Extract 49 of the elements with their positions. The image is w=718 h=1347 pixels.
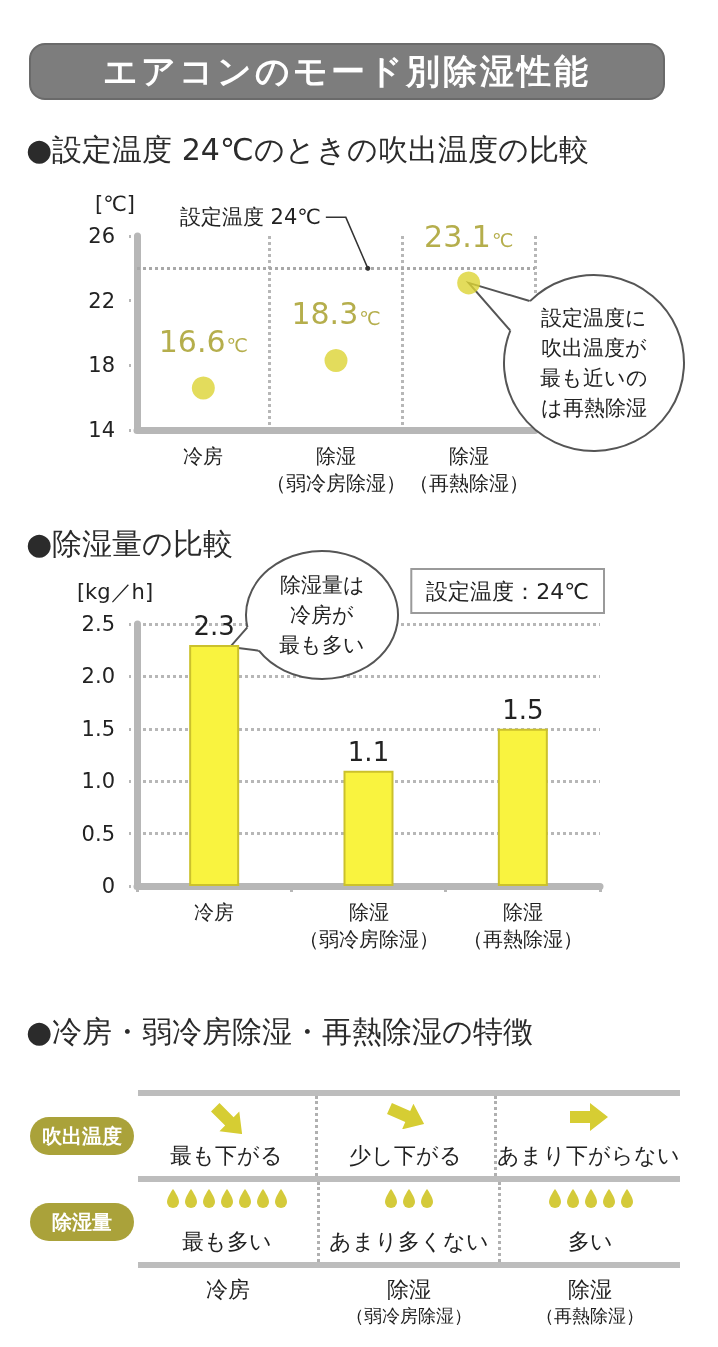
- category-label: 冷房: [205, 1276, 252, 1304]
- x-tick-label: 除湿（弱冷房除湿）: [266, 443, 406, 495]
- chart-title: エアコンのモード別除湿性能: [29, 43, 665, 100]
- x-tick-label: 除湿（再熱除湿）: [408, 443, 529, 495]
- category-label: 除湿量: [52, 1209, 112, 1234]
- bar: [343, 770, 394, 886]
- y-tick-label: 0: [101, 874, 115, 898]
- category-label: 吹出温度: [42, 1123, 122, 1148]
- x-tick-label: 除湿（弱冷房除湿）: [298, 899, 439, 951]
- bar: [497, 728, 548, 886]
- point: [191, 376, 215, 400]
- data-label: 16.6℃: [158, 323, 248, 359]
- point: [457, 271, 481, 295]
- chart-title: ●除湿量の比較: [26, 525, 234, 563]
- y-tick-label: 2.0: [81, 664, 115, 689]
- ref-line-label: 設定温度 24℃: [179, 205, 321, 230]
- y-tick-label: 18: [88, 353, 115, 378]
- x-tick-label: 除湿（再熱除湿）: [462, 899, 583, 951]
- x-tick-label: 冷房: [194, 899, 235, 924]
- x-tick-label: 冷房: [183, 443, 224, 468]
- y-tick-label: 1.5: [81, 716, 115, 741]
- text: 最も多い: [182, 1229, 273, 1254]
- category-label: 除湿（再熱除湿）: [534, 1276, 645, 1328]
- annotation: 除湿量は冷房が最も多い: [279, 571, 366, 659]
- y-tick-label: 2.5: [81, 612, 115, 636]
- y-tick-label: 1.0: [81, 769, 115, 794]
- data-label: 18.3℃: [291, 296, 381, 332]
- text: 少し下がる: [349, 1143, 463, 1168]
- y-tick-label: 0.5: [81, 821, 115, 846]
- y-tick-label: 22: [88, 288, 115, 313]
- text: 最も下がる: [169, 1143, 283, 1168]
- category-label: 除湿（弱冷房除湿）: [345, 1276, 473, 1328]
- point: [324, 348, 348, 372]
- bar: [189, 644, 240, 886]
- chart-subtitle: ●設定温度 24℃のときの吹出温度の比較: [26, 131, 589, 169]
- text: あまり下がらない: [497, 1143, 680, 1168]
- text: 設定温度に吹出温度が最も近いのは再熱除湿: [539, 304, 648, 422]
- text: ●冷房・弱冷房除湿・再熱除湿の特徴: [26, 1013, 534, 1051]
- y-axis-title: [℃]: [95, 191, 135, 216]
- y-axis-title: [kg／h]: [76, 579, 154, 604]
- data-label: 1.5: [502, 694, 544, 725]
- data-label: 23.1℃: [424, 218, 514, 254]
- y-tick-label: 26: [88, 224, 115, 248]
- y-tick-label: 14: [88, 418, 115, 442]
- data-label: 1.1: [347, 736, 390, 767]
- text: 設定温度：24℃: [426, 578, 589, 604]
- text: 多い: [568, 1229, 614, 1254]
- text: あまり多くない: [329, 1229, 489, 1254]
- data-label: 2.3: [193, 610, 235, 641]
